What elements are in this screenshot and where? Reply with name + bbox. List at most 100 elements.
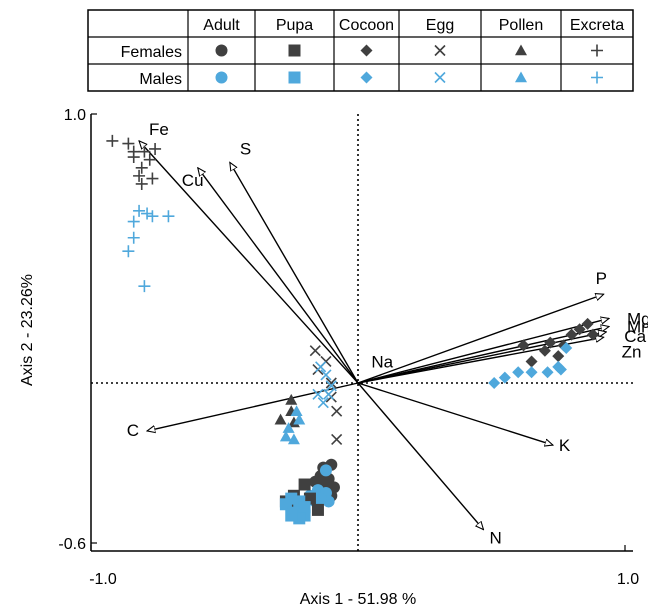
point-diamond [552, 350, 565, 363]
point-plus [133, 204, 146, 217]
point-plus [122, 245, 135, 258]
point-diamond [525, 355, 538, 368]
vector-label-fe: Fe [149, 120, 169, 139]
point-plus [149, 142, 162, 155]
point-plus [122, 137, 135, 150]
point-plus [133, 169, 146, 182]
y-tick-label: -0.6 [58, 536, 86, 553]
legend-row-header: Males [139, 71, 182, 88]
point-plus [141, 207, 154, 220]
vector-s [230, 162, 359, 384]
legend-col-header: Pupa [276, 17, 313, 34]
legend-marker-plus [591, 71, 603, 84]
point-triangle [293, 413, 306, 425]
vector-ca [357, 332, 606, 384]
point-triangle [287, 416, 300, 428]
vector-label-cu: Cu [182, 171, 204, 190]
legend-col-header: Adult [203, 17, 240, 34]
legend-marker-circle [215, 71, 228, 84]
vector-p [357, 294, 604, 384]
vector-label-zn: Zn [622, 342, 642, 361]
point-plus [127, 215, 140, 228]
point-x [323, 388, 335, 400]
point-plus [146, 210, 159, 223]
vector-n [357, 382, 483, 530]
vector-cu [198, 168, 359, 384]
point-triangle [285, 393, 298, 405]
legend-marker-triangle [515, 71, 527, 83]
x-tick-label: 1.0 [617, 571, 639, 588]
point-triangle [287, 433, 300, 445]
vector-c [147, 382, 359, 431]
point-diamond [581, 317, 594, 330]
legend-marker-circle [215, 44, 228, 57]
legend-marker-square [288, 44, 301, 57]
point-diamond [498, 371, 511, 384]
vector-label-c: C [127, 421, 139, 440]
vector-label-ca: Ca [624, 327, 646, 346]
vector-label-k: K [559, 436, 571, 455]
point-x [309, 345, 321, 357]
point-triangle [282, 422, 295, 433]
x-axis-label: Axis 1 - 51.98 % [300, 591, 417, 608]
point-square [285, 509, 298, 522]
point-diamond [560, 342, 573, 355]
point-plus [143, 153, 156, 166]
legend-marker-triangle [515, 44, 527, 56]
point-plus [138, 145, 151, 158]
point-diamond [538, 344, 551, 357]
legend-marker-diamond [360, 71, 373, 84]
point-diamond [525, 366, 538, 379]
legend-marker-x [434, 44, 446, 57]
point-x [312, 388, 324, 400]
x-tick-label: -1.0 [89, 571, 117, 588]
vector-label-mn: Mn [627, 318, 648, 337]
legend-table: Adult Pupa Cocoon Egg Pollen Excreta Females Ma… [87, 9, 634, 92]
point-diamond [552, 360, 565, 373]
point-plus [138, 280, 151, 293]
legend-col-header: Pollen [499, 17, 543, 34]
vector-label-mg: Mg [627, 309, 648, 328]
vector-mg [357, 318, 609, 384]
point-x [325, 377, 337, 389]
point-square [298, 478, 311, 491]
point-diamond [573, 323, 586, 336]
point-diamond [488, 377, 501, 389]
point-x [325, 380, 337, 392]
legend-marker-diamond [360, 44, 373, 57]
point-triangle [290, 405, 303, 416]
axis-labels: Axis 1 - 51.98 % Axis 2 - 23.26% [19, 274, 416, 608]
plot-frame: -1.0 1.0 1.0 -0.6 [58, 107, 639, 588]
legend-marker-plus [591, 44, 603, 57]
point-x [315, 361, 327, 373]
point-square [298, 501, 311, 514]
point-triangle [279, 430, 292, 442]
legend-marker-square [288, 71, 301, 84]
point-plus [135, 161, 148, 174]
vector-k [357, 382, 553, 445]
point-diamond [512, 366, 525, 379]
y-axis-label: Axis 2 - 23.26% [19, 274, 36, 386]
point-plus [127, 151, 140, 164]
point-diamond [517, 339, 530, 352]
point-plus [162, 210, 175, 223]
point-diamond [586, 328, 599, 341]
vector-label-n: N [489, 529, 501, 548]
legend-col-header: Cocoon [339, 17, 394, 34]
data-points [106, 134, 599, 525]
vector-label-p: P [596, 269, 607, 288]
point-diamond [541, 366, 554, 379]
point-x [331, 405, 343, 417]
point-plus [146, 172, 159, 185]
point-circle [319, 464, 332, 477]
point-square [311, 503, 324, 516]
legend-row-header: Females [121, 44, 182, 61]
point-diamond [544, 336, 557, 349]
vector-label-na: Na [371, 353, 393, 372]
point-x [317, 397, 329, 409]
legend-border [87, 9, 634, 92]
vector-label-s: S [240, 139, 251, 158]
point-triangle [274, 413, 287, 425]
